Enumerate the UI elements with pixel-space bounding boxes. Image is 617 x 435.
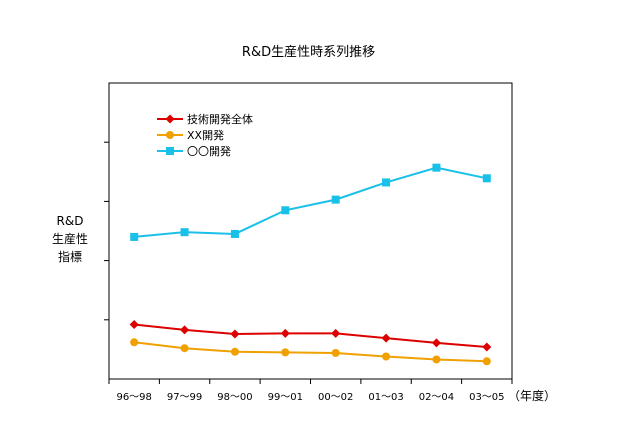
- y-axis-label-line-3: 指標: [57, 250, 82, 264]
- series-2-point: [482, 357, 491, 366]
- series-2-point: [180, 344, 189, 353]
- x-tick-label: 00～02: [318, 392, 353, 403]
- legend-marker-1: [165, 114, 175, 124]
- series-3-point: [331, 195, 340, 204]
- legend-label-1: 技術開発全体: [187, 112, 253, 126]
- series-2-point: [382, 352, 391, 361]
- series-3-point: [482, 174, 491, 183]
- x-tick-label: 96～98: [116, 392, 151, 403]
- y-axis-label-line-1: R&D: [56, 214, 84, 228]
- plot-frame: [108, 82, 513, 380]
- series-1-point: [331, 328, 341, 338]
- series-1-point: [129, 320, 139, 330]
- x-tick-label: 03～05: [469, 392, 504, 403]
- series-3-point: [130, 232, 139, 241]
- series-3-point: [230, 229, 239, 238]
- series-1-point: [381, 333, 391, 343]
- series-2-point: [432, 355, 441, 364]
- x-tick-label: 02～04: [419, 392, 454, 403]
- series-1-point: [230, 329, 240, 339]
- series-3-point: [382, 178, 391, 187]
- series-3-point: [432, 163, 441, 172]
- x-tick-label: 98～00: [217, 392, 252, 403]
- legend-marker-3: [166, 147, 174, 155]
- x-tick-label: 99～01: [268, 392, 303, 403]
- series-2-point: [281, 348, 290, 357]
- series-1-point: [431, 338, 441, 348]
- series-2-point: [130, 338, 139, 347]
- series-line-1: [134, 323, 487, 349]
- series-3-point: [180, 228, 189, 237]
- series-1-point: [482, 342, 492, 352]
- series-1-point: [280, 328, 290, 338]
- series-line-3: [134, 166, 488, 238]
- series-2-point: [230, 347, 239, 356]
- y-axis-label-line-2: 生産性: [51, 232, 88, 246]
- series-line-2: [134, 341, 487, 363]
- x-axis-unit: （年度）: [508, 389, 557, 403]
- chart-title: R&D生産性時系列推移: [241, 45, 376, 60]
- x-tick-label: 01～03: [368, 392, 403, 403]
- series-1-point: [180, 325, 190, 335]
- x-tick-label: 97～99: [167, 392, 202, 403]
- legend-marker-2: [166, 131, 174, 139]
- series-2-point: [331, 348, 340, 357]
- y-axis-label: R&D 生産性 指標: [40, 212, 100, 266]
- series-3-point: [281, 206, 290, 215]
- legend-label-2: XX開発: [187, 128, 224, 142]
- legend-label-3: 〇〇開発: [187, 144, 231, 158]
